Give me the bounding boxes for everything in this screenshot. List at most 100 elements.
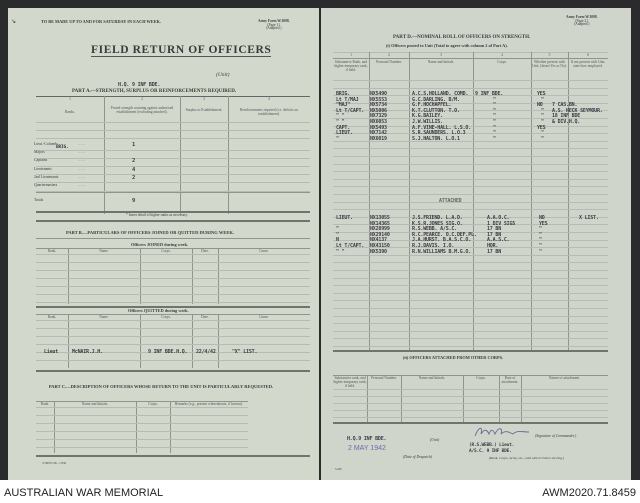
divider (333, 178, 608, 180)
dots: ... ... (78, 174, 85, 179)
form-ref-line: (Adapted.) (266, 26, 282, 31)
divider (218, 248, 219, 304)
dots: ... ... (78, 183, 85, 187)
attached-number: NX4137 (370, 237, 387, 244)
divider (333, 52, 608, 53)
roll-name: G.F.HOCHAPFEL. (412, 102, 452, 109)
divider (333, 140, 608, 142)
roll-corps: 9 INF BDE. (475, 91, 504, 97)
column-header: Date. (201, 249, 209, 253)
form-reference: Army Form W.3008. (Page 1.) (Adapted.) (258, 19, 290, 31)
quitted-rank: Lieut (44, 349, 59, 355)
divider (136, 401, 137, 453)
roll-rank: LIEUT. (336, 130, 353, 137)
divider (140, 314, 141, 368)
divider (333, 323, 608, 325)
divider (333, 338, 608, 340)
divider (36, 192, 310, 193)
unit-value: H.Q. 9 INF BDE. (118, 82, 161, 88)
divider (36, 138, 310, 139)
divider (36, 407, 248, 408)
divider (333, 95, 608, 97)
attached-name: R.N.WILLIAMS B.M.G.O. (412, 248, 472, 255)
divider (333, 410, 608, 411)
column-header: Name and Initials. (418, 376, 446, 380)
divider (36, 294, 310, 295)
roll-rank: CAPT. (336, 124, 351, 131)
right-page: Army Form W.3008. (Page 2.) (Adapted.) PAR… (321, 8, 631, 480)
part-d-heading: PART D.—NOMINAL ROLL OF OFFICERS ON STRE… (393, 35, 531, 40)
divider (333, 148, 608, 150)
column-header: Reinforcements required (i.e. deficits o… (239, 108, 299, 116)
column-header: If not present with Unit, state how empl… (570, 60, 606, 68)
roll-number: NX5490 (370, 91, 387, 97)
roll-number: NX5006 (370, 107, 387, 114)
divider (36, 211, 310, 213)
column-header: 5 (548, 53, 551, 57)
archive-reference: AWM2020.71.8459 (542, 487, 636, 499)
divider (68, 314, 69, 368)
roll-employed: & DIV.H.Q. (552, 119, 581, 125)
column-header: 1 (350, 53, 352, 57)
column-header: 4 (501, 53, 503, 57)
column-number: 1 (69, 97, 71, 101)
roll-name: J.W.WILLIS. (412, 119, 443, 125)
divider (473, 52, 474, 350)
commander-role: A/S.C. 9 INF BDE. (469, 449, 512, 454)
divider (333, 58, 608, 59)
roll-name: S.J.HALTON. L.O.1 (412, 135, 460, 142)
divider (36, 130, 310, 131)
divider (104, 96, 105, 214)
dots: ... ... (78, 158, 85, 163)
divider (36, 320, 310, 321)
divider (140, 248, 141, 304)
roll-number: NX5553 (370, 96, 387, 103)
date-stamp: 2 MAY 1942 (348, 445, 386, 452)
form-ref-line: Army Form W.3008. (258, 19, 290, 23)
part-a-heading: PART A.—STRENGTH, SURPLUS OR REINFORCEME… (72, 89, 237, 94)
roll-rank: " " (336, 119, 345, 125)
divider (333, 389, 608, 390)
divider (409, 52, 410, 350)
part-c-heading: PART C.—DESCRIPTION OF OFFICERS WHOSE RE… (48, 384, 274, 389)
print-code: 5.265 (335, 467, 342, 471)
attached-corps: A.A.O.C. (487, 215, 510, 221)
roll-name: K.T.CLUTTON. T.O. (412, 107, 460, 114)
divider (333, 330, 608, 332)
divider (54, 401, 55, 453)
divider (36, 352, 310, 353)
posted-count: 4 (132, 166, 136, 173)
column-header: Rank. (40, 402, 50, 406)
divider (36, 122, 310, 123)
divider (333, 232, 608, 233)
attached-present: NO (539, 215, 545, 221)
divider (36, 336, 310, 337)
posted-count: 2 (132, 174, 136, 181)
roll-present: NO (537, 102, 543, 109)
rank-label: Captains (34, 158, 48, 163)
divider (333, 247, 608, 249)
divider (36, 165, 310, 167)
divider (36, 270, 310, 271)
totals-label: Totals (34, 198, 44, 202)
attached-rank: LIEUT. (336, 215, 353, 221)
roll-present: YES (537, 124, 546, 131)
attached-label: ATTACHED (439, 198, 462, 204)
top-note: TO BE MADE UP TO AND FOR SATURDAY IN EAC… (41, 19, 161, 24)
divider (333, 171, 608, 173)
column-header: Rank. (47, 249, 57, 253)
roll-rank: "MAJ" (336, 102, 351, 109)
form-ref-line: (Page 2.) (575, 18, 589, 23)
attached-corps: A.A.S.C. (487, 237, 510, 244)
divider (36, 431, 248, 432)
divider (36, 190, 310, 192)
divider (36, 360, 310, 361)
attached-present: " (539, 237, 542, 244)
footnote: * Insert detail of higher ranks as neces… (126, 213, 188, 217)
posted-count: 1 (132, 142, 136, 148)
attached-name: R.C.PEARCE. O.C.DEF.PL. (412, 231, 477, 238)
divider (36, 182, 310, 184)
column-header: Date. (201, 315, 209, 319)
divider (36, 314, 310, 315)
quitted-cause: "X" LIST. (232, 349, 258, 355)
